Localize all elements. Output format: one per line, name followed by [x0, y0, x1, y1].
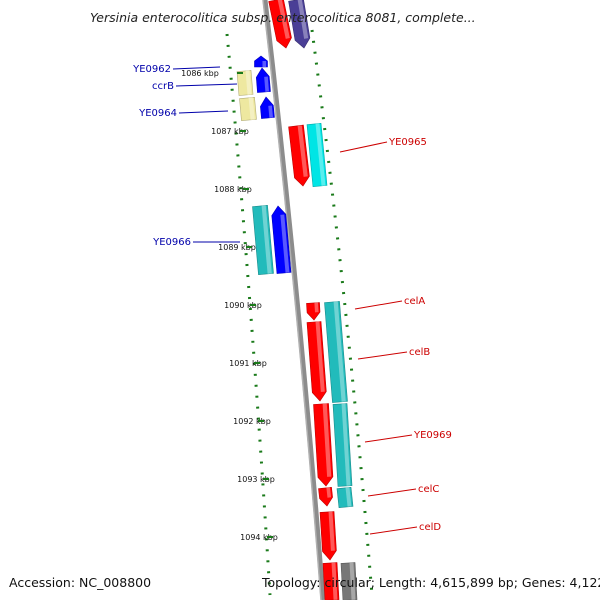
kbp-label: 1093 kbp	[237, 475, 275, 484]
svg-text:ccrB: ccrB	[152, 81, 174, 92]
outer-tick-ring	[310, 29, 374, 596]
gene-ye0966-cyan[interactable]	[252, 204, 274, 276]
accession-label: Accession: NC_008800	[9, 575, 152, 590]
gene-ye0969-cyan[interactable]	[332, 403, 353, 487]
svg-text:celD: celD	[419, 522, 441, 533]
gene-top-purple[interactable]	[288, 0, 311, 49]
gene-ye0964-pale[interactable]	[239, 96, 257, 122]
backbone-layer	[262, 0, 326, 601]
kbp-label: 1092 kbp	[233, 417, 271, 426]
kbp-label: 1086 kbp	[181, 69, 219, 78]
gene-celb[interactable]	[306, 321, 327, 402]
gene-label-layer: YE0962 ccrB YE0964 YE0965 YE0966 celA celB YE09…	[132, 64, 452, 535]
gene-label-ye0962[interactable]: YE0962	[132, 64, 221, 75]
gene-top-red[interactable]	[268, 0, 292, 49]
gene-ye0965-cyan[interactable]	[306, 122, 328, 188]
gene-cela[interactable]	[306, 302, 321, 321]
kbp-scale: 1086 kbp 1087 kbp 1088 kbp 1089 kbp 1090 kbp…	[181, 69, 278, 542]
gene-ccrb-pale[interactable]	[236, 70, 254, 96]
svg-text:YE0964: YE0964	[138, 108, 177, 119]
svg-text:YE0962: YE0962	[132, 64, 171, 75]
kbp-label: 1091 kbp	[229, 359, 267, 368]
gene-label-celc[interactable]: celC	[367, 484, 439, 497]
gene-layer	[236, 0, 358, 601]
svg-text:YE0965: YE0965	[388, 137, 427, 148]
gene-celd[interactable]	[319, 511, 337, 561]
gene-ye0962[interactable]	[254, 55, 268, 68]
gene-label-ye0965[interactable]: YE0965	[339, 137, 427, 153]
gene-label-ccrb[interactable]: ccrB	[152, 81, 238, 92]
gene-label-ye0966[interactable]: YE0966	[152, 237, 240, 248]
gene-ye0966[interactable]	[271, 205, 292, 274]
topology-label: Topology: circular; Length: 4,615,899 bp…	[262, 575, 600, 590]
gene-celc-cyan[interactable]	[336, 486, 354, 509]
gene-celc[interactable]	[318, 486, 333, 507]
svg-text:celA: celA	[404, 296, 425, 307]
kbp-label: 1089 kbp	[218, 243, 256, 252]
gene-label-celd[interactable]: celD	[369, 522, 441, 535]
svg-text:YE0969: YE0969	[413, 430, 452, 441]
gene-ye0969[interactable]	[313, 403, 334, 487]
gene-bottom-grey[interactable]	[340, 562, 358, 601]
gene-label-celb[interactable]: celB	[357, 347, 430, 360]
gene-label-ye0969[interactable]: YE0969	[364, 430, 452, 443]
genome-backbone	[262, 0, 326, 601]
gene-ye0965-red[interactable]	[288, 124, 310, 187]
svg-text:celC: celC	[418, 484, 439, 495]
gene-label-cela[interactable]: celA	[354, 296, 425, 310]
kbp-label: 1094 kbp	[240, 533, 278, 542]
gene-bottom-red[interactable]	[322, 562, 340, 601]
gene-ccrb[interactable]	[255, 67, 271, 93]
gene-label-ye0964[interactable]: YE0964	[138, 108, 229, 119]
svg-text:YE0966: YE0966	[152, 237, 191, 248]
kbp-label: 1088 kbp	[214, 185, 252, 194]
genome-title: Yersinia enterocolitica subsp. enterocol…	[90, 10, 476, 25]
gene-ye0964[interactable]	[260, 96, 275, 119]
svg-text:celB: celB	[409, 347, 430, 358]
kbp-label: 1087 kbp	[211, 127, 249, 136]
kbp-label: 1090 kbp	[224, 301, 262, 310]
gene-cela-cyan[interactable]	[324, 301, 348, 403]
